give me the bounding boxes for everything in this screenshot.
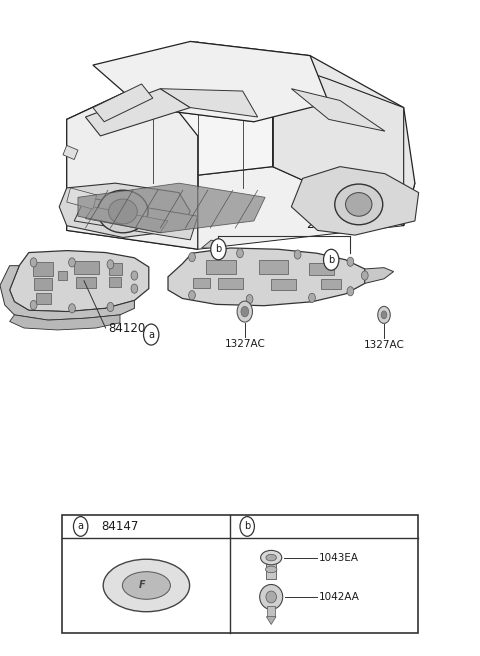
Circle shape [107,260,114,269]
Polygon shape [78,183,265,233]
Circle shape [347,257,354,266]
Circle shape [30,300,37,310]
Bar [267,606,275,617]
Polygon shape [266,617,276,625]
Circle shape [309,293,315,302]
Circle shape [324,249,339,270]
Bar [266,558,276,579]
Circle shape [294,250,301,259]
FancyBboxPatch shape [259,260,288,274]
Polygon shape [0,266,134,320]
FancyBboxPatch shape [74,261,99,274]
Ellipse shape [266,591,276,603]
Bar [62,515,418,633]
Ellipse shape [346,193,372,216]
Polygon shape [93,41,329,122]
Text: b: b [244,522,251,531]
Text: b: b [215,244,222,255]
Circle shape [30,258,37,267]
Polygon shape [10,315,120,330]
Polygon shape [85,89,190,136]
Polygon shape [190,41,415,226]
Text: 29140B: 29140B [306,218,351,231]
Text: 84120: 84120 [108,321,145,335]
FancyBboxPatch shape [206,260,236,274]
Polygon shape [67,167,415,249]
FancyBboxPatch shape [321,279,341,289]
Polygon shape [67,60,273,230]
FancyBboxPatch shape [218,278,243,289]
Circle shape [237,301,252,322]
Circle shape [131,271,138,280]
Circle shape [189,253,195,262]
Circle shape [347,287,354,296]
Polygon shape [67,188,96,209]
Polygon shape [273,60,404,226]
FancyBboxPatch shape [108,263,122,274]
Circle shape [107,302,114,312]
Text: 1042AA: 1042AA [319,592,360,602]
Polygon shape [365,268,394,283]
Circle shape [246,295,253,304]
Ellipse shape [260,584,283,609]
Polygon shape [168,248,365,306]
Polygon shape [63,146,78,159]
Text: 1043EA: 1043EA [319,552,359,563]
FancyBboxPatch shape [33,262,53,276]
Text: 1327AC: 1327AC [363,340,405,350]
Ellipse shape [108,199,137,224]
Polygon shape [160,89,258,117]
FancyBboxPatch shape [35,278,52,290]
Polygon shape [10,251,149,312]
Circle shape [237,249,243,258]
Ellipse shape [261,550,282,565]
Circle shape [69,258,75,267]
Circle shape [241,306,249,317]
Circle shape [240,517,254,537]
Ellipse shape [98,190,148,233]
Circle shape [69,304,75,313]
Text: a: a [78,522,84,531]
Polygon shape [291,89,385,131]
Ellipse shape [335,184,383,225]
Circle shape [131,284,138,293]
Text: b: b [328,255,335,265]
Circle shape [211,239,226,260]
FancyBboxPatch shape [76,277,96,287]
FancyBboxPatch shape [193,278,210,289]
FancyBboxPatch shape [109,277,121,287]
Text: 84147: 84147 [101,520,138,533]
Ellipse shape [266,554,276,561]
Text: F: F [139,581,146,590]
Polygon shape [85,207,168,233]
Circle shape [381,311,387,319]
Text: 1327AC: 1327AC [224,339,265,349]
Polygon shape [202,240,221,248]
Polygon shape [74,197,198,240]
FancyBboxPatch shape [309,263,334,275]
Polygon shape [59,183,190,237]
Circle shape [378,306,390,323]
Polygon shape [93,84,153,122]
Circle shape [189,291,195,300]
Text: a: a [148,329,154,340]
Ellipse shape [103,559,190,611]
Ellipse shape [122,571,170,600]
Ellipse shape [265,566,277,573]
FancyBboxPatch shape [36,293,51,304]
Circle shape [73,517,88,537]
Polygon shape [67,79,198,249]
Polygon shape [291,167,419,235]
FancyBboxPatch shape [271,279,296,290]
Circle shape [361,271,368,280]
Circle shape [144,324,159,345]
FancyBboxPatch shape [58,271,67,280]
